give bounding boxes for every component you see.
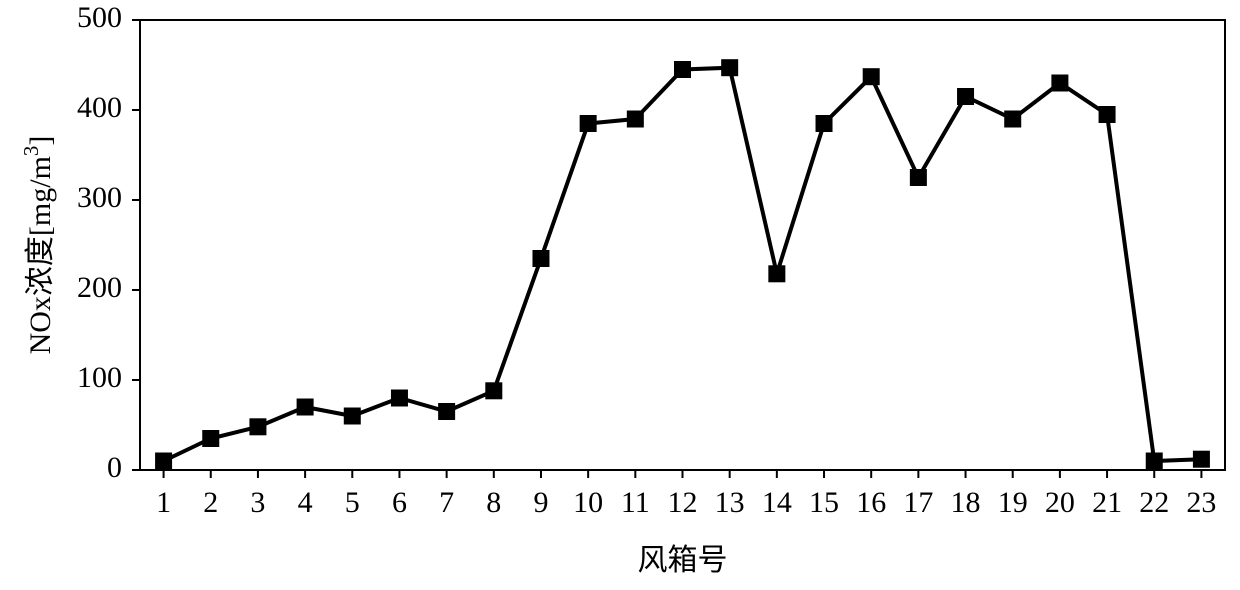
y-tick-label: 500 [77, 1, 122, 34]
series-marker [439, 404, 455, 420]
x-tick-label: 15 [809, 486, 839, 519]
series-marker [910, 170, 926, 186]
series-marker [816, 116, 832, 132]
series-marker [958, 89, 974, 105]
x-tick-label: 12 [668, 486, 698, 519]
x-tick-label: 13 [715, 486, 745, 519]
x-tick-label: 8 [486, 486, 501, 519]
x-tick-label: 4 [298, 486, 313, 519]
series-marker [1193, 451, 1209, 467]
series-marker [156, 453, 172, 469]
x-axis-label: 风箱号 [638, 544, 728, 577]
series-marker [1052, 75, 1068, 91]
series-marker [863, 69, 879, 85]
series-marker [627, 111, 643, 127]
x-tick-label: 16 [856, 486, 886, 519]
x-tick-label: 11 [621, 486, 650, 519]
y-tick-label: 400 [77, 91, 122, 124]
x-tick-label: 23 [1186, 486, 1216, 519]
series-marker [1005, 111, 1021, 127]
series-marker [344, 408, 360, 424]
x-tick-label: 10 [573, 486, 603, 519]
x-tick-label: 18 [951, 486, 981, 519]
x-tick-label: 7 [439, 486, 454, 519]
x-tick-label: 14 [762, 486, 792, 519]
x-tick-label: 6 [392, 486, 407, 519]
y-axis-label: NOx浓度[mg/m3] [19, 136, 57, 355]
chart-container: 0100200300400500123456789101112131415161… [0, 0, 1240, 590]
x-tick-label: 9 [533, 486, 548, 519]
y-tick-label: 300 [77, 181, 122, 214]
line-chart: 0100200300400500123456789101112131415161… [0, 0, 1240, 590]
series-marker [533, 251, 549, 267]
series-marker [769, 266, 785, 282]
series-marker [203, 431, 219, 447]
series-marker [675, 62, 691, 78]
y-tick-label: 0 [107, 451, 122, 484]
series-marker [250, 419, 266, 435]
x-tick-label: 20 [1045, 486, 1075, 519]
x-tick-label: 22 [1139, 486, 1169, 519]
series-marker [486, 383, 502, 399]
x-tick-label: 19 [998, 486, 1028, 519]
x-tick-label: 2 [203, 486, 218, 519]
x-tick-label: 1 [156, 486, 171, 519]
series-marker [1146, 453, 1162, 469]
x-tick-label: 3 [250, 486, 265, 519]
x-tick-label: 21 [1092, 486, 1122, 519]
series-marker [391, 390, 407, 406]
series-marker [297, 399, 313, 415]
x-tick-label: 5 [345, 486, 360, 519]
y-tick-label: 200 [77, 271, 122, 304]
series-marker [580, 116, 596, 132]
y-tick-label: 100 [77, 361, 122, 394]
x-tick-label: 17 [903, 486, 933, 519]
series-marker [1099, 107, 1115, 123]
series-marker [722, 60, 738, 76]
